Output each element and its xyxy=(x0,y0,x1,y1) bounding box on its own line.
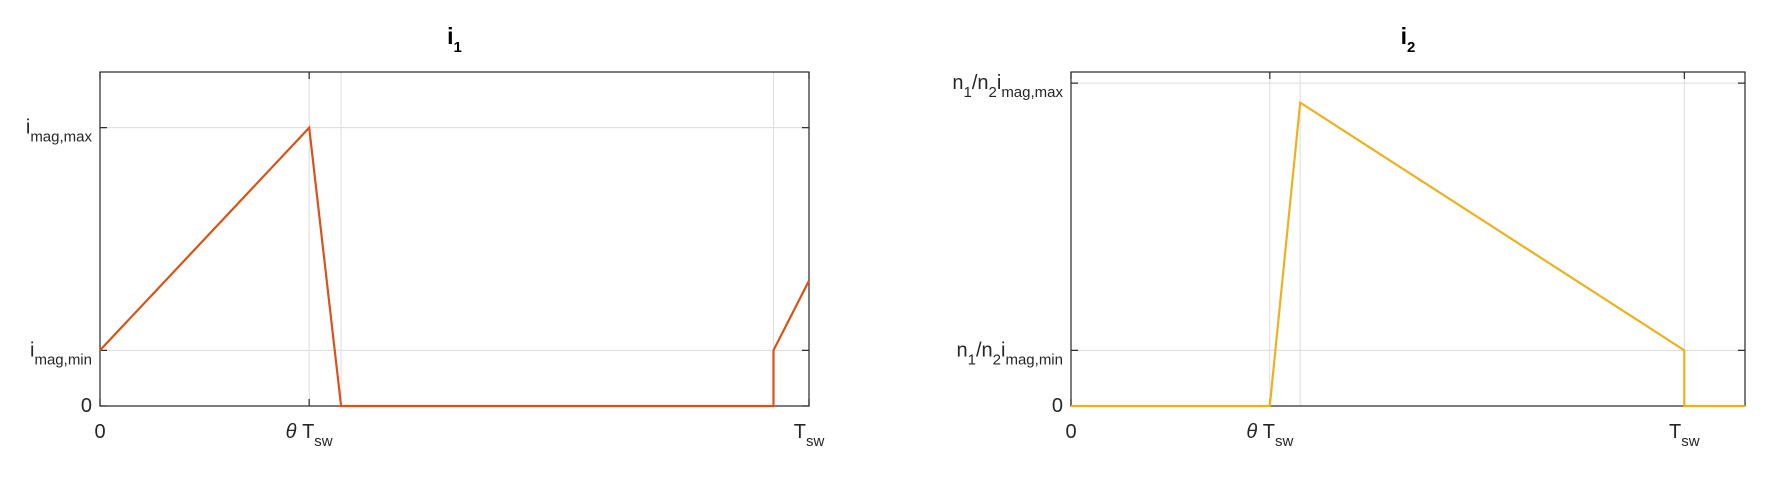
axes-box xyxy=(99,71,810,407)
axes-box xyxy=(1070,71,1746,407)
series-line xyxy=(1071,100,1745,408)
x-tick-label: θ Tsw xyxy=(286,421,333,450)
plot-i1: 0 θ Tsw Tsw 0 imag,min imag,max i1 xyxy=(26,23,825,450)
chart-title: i2 xyxy=(1401,23,1416,56)
x-tick-label: Tsw xyxy=(1669,421,1700,450)
y-tick-label: 0 xyxy=(81,395,92,417)
series-line xyxy=(99,125,810,408)
x-tick-label: 0 xyxy=(1065,421,1076,443)
x-tick-label: θ Tsw xyxy=(1246,421,1293,450)
x-tick-label: 0 xyxy=(94,421,105,443)
y-tick-label: 0 xyxy=(1052,395,1063,417)
chart-title: i1 xyxy=(447,23,462,56)
plot-i2: 0 θ Tsw Tsw 0 n1/n2imag,min n1/n2imag,max i2 xyxy=(952,23,1746,450)
x-tick-label: Tsw xyxy=(794,421,825,450)
y-tick-label: imag,min xyxy=(30,339,92,368)
y-tick-label: imag,max xyxy=(26,117,93,146)
y-tick-label: n1/n2imag,max xyxy=(952,72,1063,101)
y-tick-label: n1/n2imag,min xyxy=(957,339,1063,368)
